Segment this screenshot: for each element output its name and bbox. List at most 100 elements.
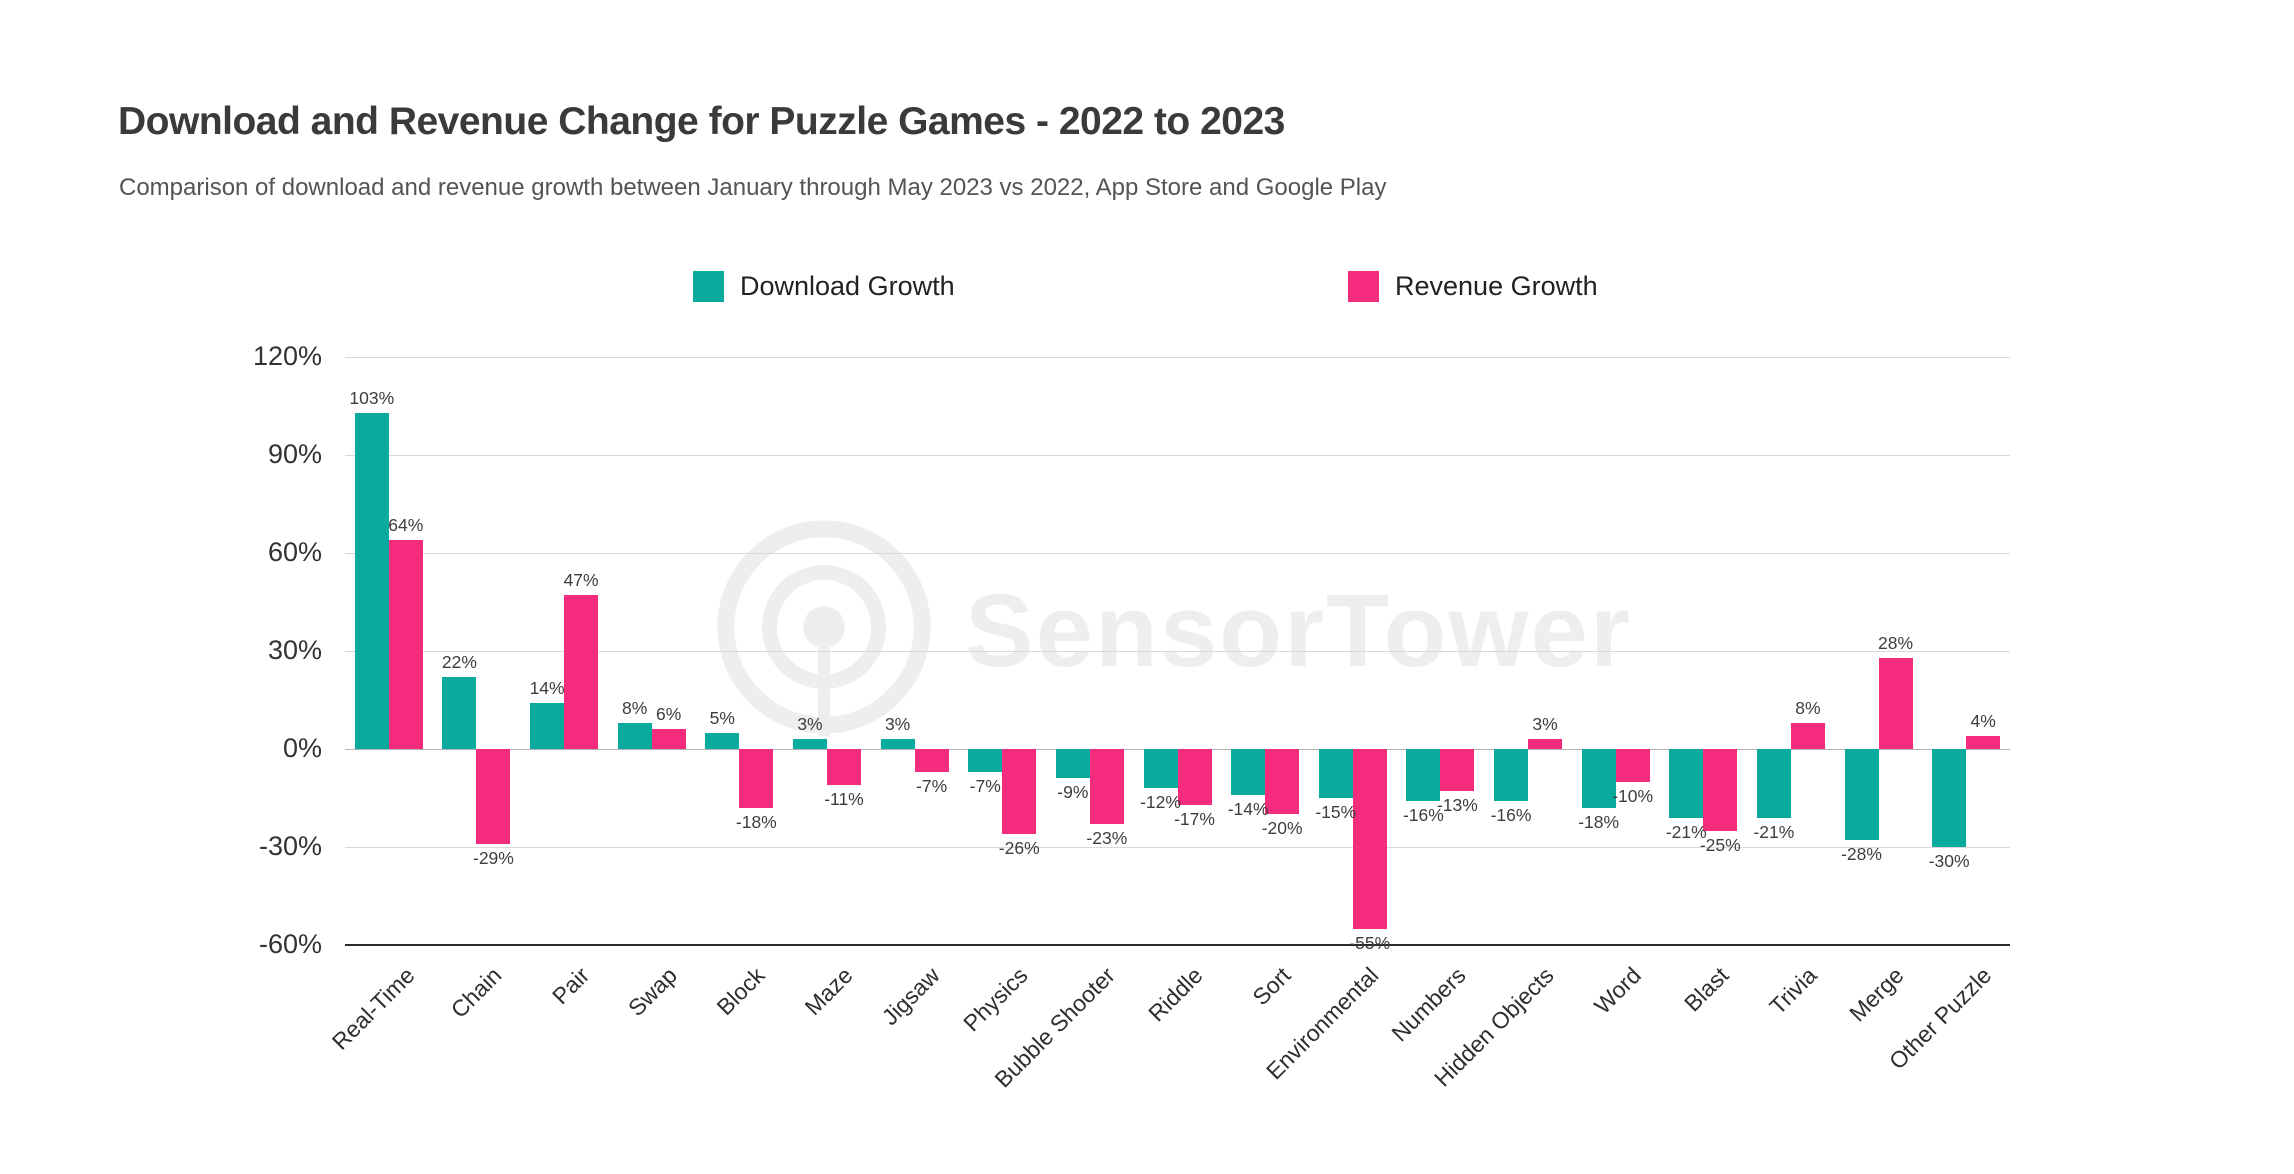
x-axis-label-trivia: Trivia — [1763, 962, 1822, 1020]
value-label: 14% — [529, 678, 565, 699]
bar-download-trivia — [1756, 749, 1791, 818]
bar-revenue-word — [1615, 749, 1650, 782]
value-label: -9% — [1057, 782, 1089, 803]
x-axis-label-word: Word — [1589, 962, 1647, 1019]
y-tick-label: -60% — [258, 929, 322, 959]
y-tick-label: 0% — [282, 733, 322, 763]
download-growth-swatch-icon — [693, 271, 724, 302]
y-tick-label: -30% — [258, 831, 322, 861]
value-label: 3% — [797, 714, 823, 735]
value-label: 28% — [1878, 632, 1914, 653]
value-label: 6% — [656, 704, 682, 725]
bar-revenue-environmental — [1352, 749, 1387, 929]
value-label: -7% — [916, 775, 948, 796]
bar-revenue-numbers — [1440, 749, 1475, 792]
bar-revenue-other-puzzle — [1966, 735, 2001, 749]
value-label: -16% — [1490, 805, 1532, 826]
value-label: 3% — [1532, 714, 1558, 735]
x-axis-label-pair: Pair — [547, 962, 595, 1010]
bar-download-blast — [1669, 749, 1704, 818]
value-label: -23% — [1086, 828, 1128, 849]
gridline-90% — [345, 454, 2010, 456]
x-axis-label-jigsaw: Jigsaw — [876, 962, 945, 1031]
value-label: 5% — [709, 707, 735, 728]
value-label: -14% — [1227, 798, 1269, 819]
watermark-text: SensorTower — [965, 573, 1632, 688]
value-label: 64% — [388, 514, 424, 535]
value-label: 4% — [1970, 710, 1996, 731]
bar-download-block — [705, 732, 740, 749]
bar-revenue-hidden-objects — [1528, 739, 1563, 749]
x-axis-label-physics: Physics — [958, 962, 1033, 1037]
bar-download-chain — [442, 677, 477, 749]
bar-revenue-chain — [476, 749, 511, 844]
value-label: -29% — [473, 847, 514, 868]
bar-revenue-merge — [1878, 657, 1913, 749]
value-label: 8% — [1795, 697, 1821, 718]
value-label: 8% — [622, 697, 648, 718]
value-label: -10% — [1612, 785, 1654, 806]
x-axis-label-numbers: Numbers — [1386, 962, 1471, 1047]
bar-revenue-pair — [564, 595, 599, 749]
sensortower-watermark: SensorTower — [705, 512, 1632, 750]
bar-revenue-riddle — [1177, 749, 1212, 805]
value-label: -21% — [1665, 821, 1707, 842]
y-tick-label: 30% — [267, 635, 322, 665]
value-label: -21% — [1753, 821, 1795, 842]
x-axis-label-riddle: Riddle — [1143, 962, 1208, 1027]
y-tick-label: 90% — [267, 439, 322, 469]
bar-revenue-sort — [1265, 749, 1300, 815]
bar-download-numbers — [1406, 749, 1441, 802]
value-label: -18% — [1578, 811, 1620, 832]
x-axis-label-blast: Blast — [1679, 962, 1734, 1017]
bar-revenue-trivia — [1790, 722, 1825, 749]
x-axis-label-maze: Maze — [799, 962, 858, 1021]
gridline--60% — [345, 944, 2010, 946]
value-label: 22% — [441, 652, 477, 673]
legend-item-revenue-growth[interactable]: Revenue Growth — [1348, 271, 1598, 302]
bar-download-environmental — [1318, 749, 1353, 798]
x-axis-label-real-time: Real-Time — [326, 962, 420, 1055]
x-axis-label-block: Block — [711, 962, 770, 1021]
legend-item-download-growth[interactable]: Download Growth — [693, 271, 955, 302]
value-label: -13% — [1436, 795, 1478, 816]
bar-download-riddle — [1143, 749, 1178, 789]
value-label: -16% — [1402, 805, 1444, 826]
bar-download-word — [1581, 749, 1616, 808]
bar-download-other-puzzle — [1932, 749, 1967, 847]
gridline--30% — [345, 846, 2010, 848]
value-label: -18% — [735, 811, 777, 832]
legend-label-download-growth: Download Growth — [740, 271, 955, 301]
bar-download-real-time — [354, 412, 389, 749]
value-label: -11% — [824, 788, 864, 809]
y-tick-label: 60% — [267, 537, 322, 567]
bar-download-sort — [1231, 749, 1266, 795]
chart-subtitle: Comparison of download and revenue growt… — [119, 174, 1387, 201]
y-tick-label: 120% — [252, 341, 322, 371]
bar-revenue-bubble-shooter — [1089, 749, 1124, 825]
value-label: -28% — [1841, 844, 1882, 865]
legend-label-revenue-growth: Revenue Growth — [1395, 271, 1598, 301]
bar-download-merge — [1844, 749, 1879, 841]
chart-title: Download and Revenue Change for Puzzle G… — [118, 100, 1285, 143]
bar-revenue-physics — [1002, 749, 1037, 834]
gridline-30% — [345, 650, 2010, 652]
value-label: 47% — [563, 570, 599, 591]
value-label: -17% — [1174, 808, 1215, 829]
bar-revenue-real-time — [388, 539, 423, 749]
value-label: -20% — [1261, 818, 1303, 839]
bar-download-maze — [792, 739, 827, 749]
sensortower-logo-icon — [717, 520, 931, 737]
x-axis-label-sort: Sort — [1247, 962, 1296, 1011]
bar-revenue-swap — [651, 729, 686, 749]
x-axis-label-merge: Merge — [1844, 962, 1909, 1027]
value-label: -26% — [998, 837, 1040, 858]
x-axis-label-swap: Swap — [623, 962, 683, 1022]
value-label: -25% — [1699, 834, 1741, 855]
value-label: -15% — [1315, 802, 1357, 822]
value-label: -30% — [1928, 851, 1970, 871]
value-label: 103% — [349, 387, 395, 408]
bar-download-bubble-shooter — [1055, 749, 1090, 779]
bar-download-physics — [968, 749, 1003, 772]
